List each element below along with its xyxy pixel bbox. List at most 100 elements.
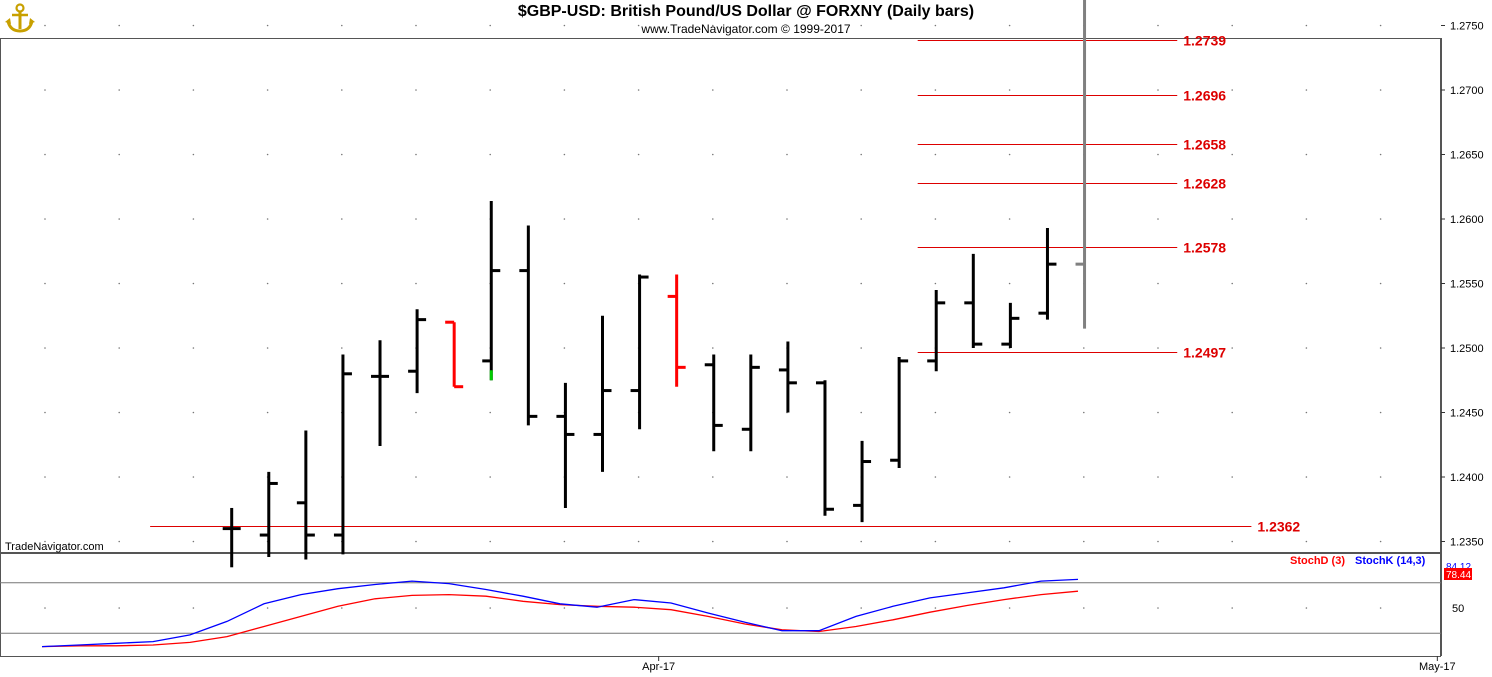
grid-dot [415, 282, 417, 285]
grid-dot [118, 607, 120, 609]
grid-dot [637, 89, 640, 91]
grid-dot [563, 282, 566, 285]
grid-dot [1231, 282, 1233, 285]
grid-dot [563, 607, 566, 609]
grid-dot [489, 89, 492, 91]
grid-dot [118, 540, 120, 543]
stochD-legend: StochD (3) [1290, 555, 1345, 567]
grid-dot [712, 607, 714, 609]
grid-dot [1305, 607, 1308, 609]
grid-dot [563, 347, 566, 349]
grid-dot [934, 607, 937, 609]
y-tick-label: 1.2750 [1450, 21, 1484, 33]
grid-dot [489, 24, 492, 27]
grid-dot [1157, 347, 1159, 349]
grid-dot [786, 153, 788, 156]
grid-dot [341, 282, 343, 285]
grid-dot [192, 153, 195, 156]
grid-dot [415, 476, 417, 478]
grid-dot [1008, 24, 1011, 27]
grid-dot [1379, 607, 1382, 609]
grid-dot [44, 218, 46, 220]
stochK-line [41, 578, 1079, 648]
grid-dot [1157, 607, 1159, 609]
grid-dot [1157, 476, 1159, 478]
grid-dot [489, 607, 492, 609]
grid-dot [1083, 476, 1085, 478]
stochastic-y-tick: 50 [1452, 603, 1464, 615]
grid-dot [44, 24, 46, 27]
grid-dot [1305, 347, 1308, 349]
chart-header: $GBP-USD: British Pound/US Dollar @ FORX… [0, 0, 1492, 38]
grid-dot [712, 218, 714, 220]
grid-dot [934, 218, 937, 220]
grid-dot [1231, 153, 1233, 156]
y-tick-label: 1.2650 [1450, 150, 1484, 162]
grid-dot [1231, 89, 1233, 91]
grid-dot [1379, 540, 1382, 543]
stochastic-pane-frame [0, 553, 1441, 657]
grid-dot [1157, 540, 1159, 543]
grid-dot [44, 607, 46, 609]
grid-dot [118, 282, 120, 285]
grid-dot [192, 24, 195, 27]
grid-dot [860, 282, 862, 285]
grid-dot [1231, 218, 1233, 220]
price-pane-frame [0, 38, 1441, 553]
grid-dot [1231, 476, 1233, 478]
grid-dot [786, 24, 788, 27]
grid-dot [786, 218, 788, 220]
grid-dot [192, 218, 195, 220]
grid-dot [192, 282, 195, 285]
y-tick-label: 1.2700 [1450, 85, 1484, 97]
grid-dot [1008, 607, 1011, 609]
stochD-line [41, 590, 1079, 648]
grid-dot [712, 282, 714, 285]
y-tick-label: 1.2400 [1450, 472, 1484, 484]
y-tick-label: 1.2450 [1450, 408, 1484, 420]
grid-dot [266, 218, 269, 220]
level-label-1.2497: 1.2497 [1183, 345, 1226, 361]
stochK-tag [1444, 562, 1472, 571]
level-label-1.2362: 1.2362 [1257, 519, 1300, 535]
grid-dot [1379, 282, 1382, 285]
grid-dot [44, 476, 46, 478]
grid-dot [341, 347, 343, 349]
level-label-1.2628: 1.2628 [1183, 176, 1226, 192]
grid-dot [1157, 282, 1159, 285]
grid-dot [1157, 89, 1159, 91]
y-tick-label: 1.2350 [1450, 537, 1484, 549]
grid-dot [341, 218, 343, 220]
grid-dot [1379, 411, 1382, 414]
grid-dot [118, 24, 120, 27]
grid-dot [1083, 607, 1085, 609]
grid-dot [1008, 476, 1011, 478]
grid-dot [489, 411, 492, 414]
grid-dot [118, 347, 120, 349]
grid-dot [786, 540, 788, 543]
grid-dot [563, 89, 566, 91]
grid-dot [1157, 411, 1159, 414]
grid-dot [1305, 476, 1308, 478]
grid-dot [934, 24, 937, 27]
grid-dot [1379, 476, 1382, 478]
grid-dot [415, 540, 417, 543]
grid-dot [563, 218, 566, 220]
grid-dot [1008, 153, 1011, 156]
grid-dot [712, 89, 714, 91]
grid-dot [1083, 540, 1085, 543]
grid-dot [637, 218, 640, 220]
grid-dot [489, 540, 492, 543]
grid-dot [192, 89, 195, 91]
grid-dot [934, 411, 937, 414]
grid-dot [712, 153, 714, 156]
chart-subtitle: www.TradeNavigator.com © 1999-2017 [641, 22, 851, 36]
chart-title: $GBP-USD: British Pound/US Dollar @ FORX… [517, 3, 975, 20]
grid-dot [192, 347, 195, 349]
grid-dot [415, 89, 417, 91]
grid-dot [563, 24, 566, 27]
grid-dot [266, 153, 269, 156]
grid-dot [637, 540, 640, 543]
grid-dot [341, 153, 343, 156]
